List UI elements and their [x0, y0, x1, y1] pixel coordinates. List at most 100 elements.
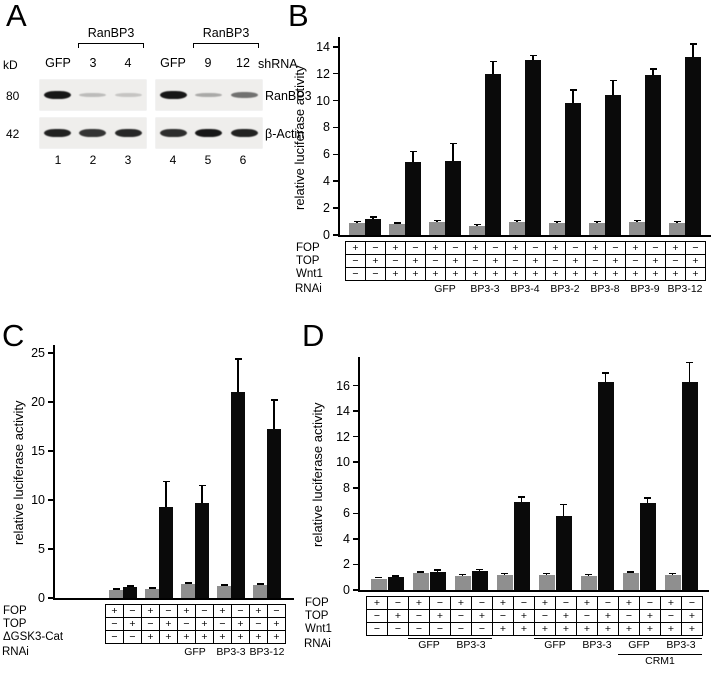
blot-ranbp3-lanes-4-6 — [156, 80, 262, 110]
rnai-group-label: GFP — [534, 638, 576, 652]
y-tick — [333, 207, 340, 209]
sign-cell: + — [686, 268, 706, 281]
y-tick — [333, 153, 340, 156]
sign-cell: − — [367, 610, 388, 623]
y-tick — [333, 72, 340, 75]
error-bar-cap — [585, 573, 592, 576]
lane-header: GFP — [45, 56, 71, 70]
y-tick — [48, 450, 55, 452]
sign-cell: + — [426, 268, 446, 281]
panel-c-luciferase-chart: C relative luciferase activity 0 5 10 15 20 2… — [0, 318, 298, 698]
sign-cell: − — [666, 255, 686, 268]
sign-cell: + — [232, 618, 250, 631]
blot-lane — [111, 80, 146, 110]
sign-cell: + — [640, 623, 661, 636]
y-tick — [353, 410, 360, 412]
sign-cell: + — [626, 268, 646, 281]
fop-bar — [181, 584, 195, 598]
y-tick-label: 4 — [343, 531, 350, 546]
protein-band — [160, 91, 188, 99]
error-bar-cap — [459, 573, 466, 576]
error-bar-cap — [353, 220, 361, 223]
sign-cell: − — [661, 610, 682, 623]
sign-cell: + — [446, 255, 466, 268]
top-bar — [195, 502, 209, 598]
x-axis — [338, 235, 711, 237]
sign-cell: − — [472, 597, 493, 610]
fop-bar — [496, 574, 513, 590]
top-bar — [513, 501, 530, 590]
top-bar — [159, 506, 173, 598]
y-axis-title: relative luciferase activity — [310, 402, 325, 548]
protein-band — [114, 129, 142, 137]
sign-cell: + — [526, 268, 546, 281]
error-bar — [372, 216, 374, 219]
condition-row-label: FOP — [3, 605, 27, 617]
sign-cell: + — [566, 255, 586, 268]
blot-actin-lanes-4-6 — [156, 118, 262, 148]
protein-label-ranbp3: RanBP3 — [265, 89, 312, 103]
sign-cell: + — [506, 268, 526, 281]
bar-chart-d: relative luciferase activity 0 2 4 6 8 10 12 14… — [304, 357, 709, 667]
y-tick-label: 6 — [343, 506, 350, 521]
sign-cell: + — [366, 255, 386, 268]
sign-cell: − — [451, 610, 472, 623]
sign-cell: − — [472, 623, 493, 636]
sign-cell: + — [451, 597, 472, 610]
fop-bar — [549, 222, 565, 235]
sign-cell: + — [214, 631, 232, 644]
rnai-row-label: RNAi — [2, 646, 29, 658]
sign-cell: + — [514, 610, 535, 623]
protein-band — [44, 91, 72, 99]
error-bar-cap — [270, 399, 278, 401]
sign-cell: + — [640, 610, 661, 623]
y-tick-label: 25 — [31, 345, 45, 360]
sign-cell: − — [514, 597, 535, 610]
error-bar — [165, 481, 167, 507]
error-bar — [436, 570, 439, 573]
sign-cell: − — [682, 597, 703, 610]
panel-b-luciferase-chart: B relative luciferase activity 0 2 4 6 8 10 12… — [288, 0, 720, 316]
blot-lane — [191, 80, 226, 110]
top-bar — [429, 572, 446, 590]
rnai-group-label: BP3-3 — [660, 638, 702, 652]
sign-cell: + — [526, 255, 546, 268]
y-tick-label: 20 — [31, 394, 45, 409]
sign-cell: + — [232, 631, 250, 644]
y-axis-title: relative luciferase activity — [11, 400, 26, 546]
sign-cell: + — [388, 610, 409, 623]
sign-cell: − — [646, 242, 666, 255]
rnai-group-label: BP3-2 — [550, 283, 580, 295]
protein-band — [44, 129, 72, 137]
blot-lane — [40, 118, 75, 148]
sign-cell: − — [430, 623, 451, 636]
y-axis — [338, 37, 340, 235]
sign-cell: − — [214, 618, 232, 631]
sign-cell: + — [178, 605, 196, 618]
y-tick-label: 2 — [323, 201, 330, 216]
condition-table: FOP + − + − + − + − + − + − + − + − TOP − + − + − + − + − + − + − + − + Wn… — [305, 596, 703, 636]
sign-cell: + — [486, 268, 506, 281]
sign-cell: − — [430, 597, 451, 610]
molecular-weight-marker: 42 — [6, 127, 20, 141]
sign-cell: + — [682, 610, 703, 623]
top-bar — [485, 73, 501, 235]
error-bar-cap — [476, 568, 483, 571]
error-bar — [452, 143, 454, 162]
top-bar — [123, 587, 137, 598]
error-bar-cap — [627, 571, 634, 573]
y-axis — [53, 345, 55, 598]
y-tick-label: 14 — [336, 404, 350, 419]
sign-cell: + — [646, 255, 666, 268]
sign-cell: + — [646, 268, 666, 281]
sign-cell: + — [214, 605, 232, 618]
lane-header: 9 — [204, 56, 212, 70]
sign-cell: − — [106, 618, 124, 631]
sign-cell: + — [160, 631, 178, 644]
protein-band — [195, 129, 223, 137]
fop-bar — [253, 585, 267, 598]
sign-cell: − — [124, 631, 142, 644]
sign-cell: + — [367, 597, 388, 610]
y-tick-label: 0 — [343, 583, 350, 597]
panel-label-d: D — [302, 318, 325, 353]
